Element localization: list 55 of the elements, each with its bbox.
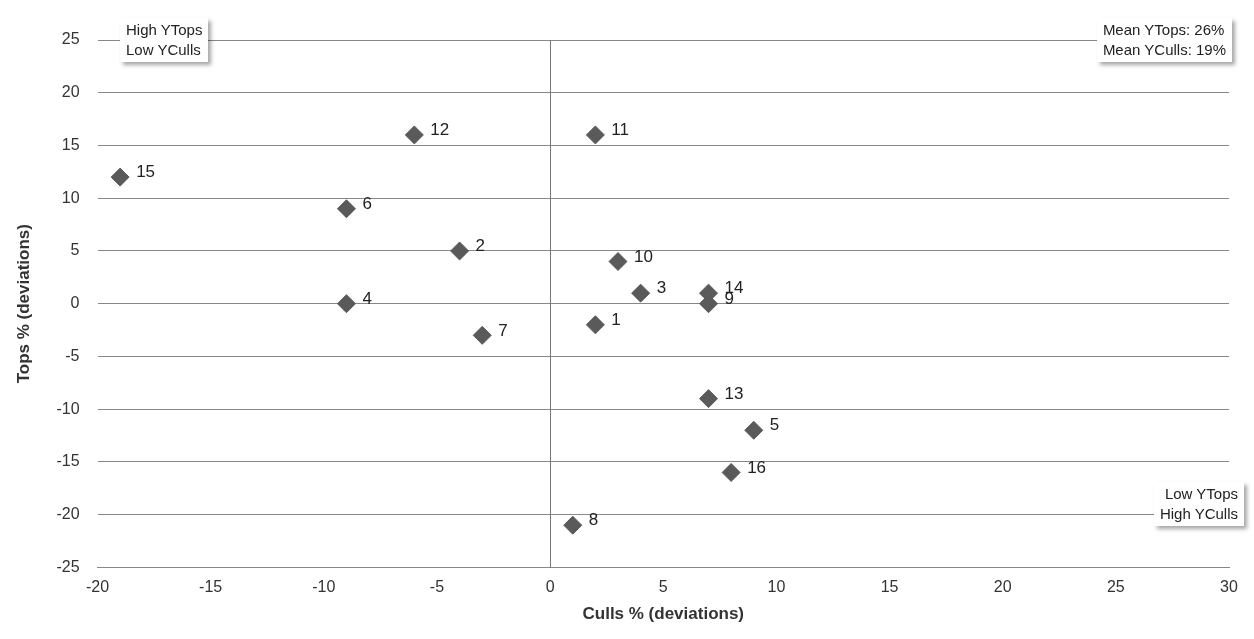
x-tick-label: 20: [993, 578, 1012, 596]
point: [336, 199, 356, 219]
point: [721, 462, 741, 482]
x-tick-label: -15: [199, 578, 223, 596]
y-tick-label: 20: [61, 83, 80, 101]
annotation: 15: [136, 162, 156, 182]
annotation: 10: [634, 246, 653, 266]
y-tick-label: 25: [61, 30, 80, 48]
annotation: 11: [611, 120, 630, 140]
annotation: 7: [498, 320, 508, 340]
y-tick-label: -20: [56, 505, 80, 523]
annotation: 3: [656, 278, 667, 298]
point: [585, 315, 605, 335]
annotation: 6: [362, 193, 372, 213]
annotation: 8: [588, 510, 599, 530]
point: [563, 515, 583, 535]
annotation: 12: [430, 120, 450, 140]
y-tick-label: 15: [61, 135, 80, 153]
point: [699, 389, 719, 409]
annotation: High YTops Low YCulls: [120, 18, 209, 62]
y-tick-label: 0: [70, 294, 80, 312]
annotation: 1: [611, 309, 621, 329]
y-tick-label: -15: [56, 452, 80, 470]
x-tick-label: 0: [545, 578, 555, 596]
x-tick-label: 5: [658, 578, 668, 596]
point: [608, 252, 628, 272]
annotation: 13: [724, 383, 744, 403]
x-axis-title: Culls % (deviations): [582, 604, 745, 624]
y-tick-label: -25: [56, 557, 80, 575]
annotation: 5: [769, 415, 780, 435]
y-tick-label: 5: [70, 241, 80, 259]
y-tick-label: -10: [56, 399, 80, 417]
y-axis-title: Tops % (deviations): [13, 224, 33, 384]
x-tick-label: -20: [85, 578, 110, 596]
point: [585, 125, 605, 145]
point: [404, 125, 424, 145]
point: [110, 167, 130, 187]
x-tick-label: -10: [312, 578, 336, 596]
x-tick-label: 25: [1106, 578, 1125, 596]
point: [472, 325, 492, 345]
point: [336, 294, 356, 314]
point: [631, 283, 651, 303]
annotation: Mean YTops: 26% Mean YCulls: 19%: [1096, 18, 1232, 62]
x-tick-label: 15: [880, 578, 899, 596]
point: [450, 241, 470, 261]
x-tick-label: -5: [429, 578, 445, 596]
point: [744, 420, 764, 440]
x-tick-label: 10: [767, 578, 786, 596]
annotation: 16: [747, 457, 767, 477]
annotation: 4: [362, 288, 372, 308]
annotation: Low YTops High YCulls: [1153, 482, 1244, 526]
y-tick-label: -5: [65, 346, 80, 364]
x-tick-label: 30: [1220, 578, 1238, 596]
annotation: 2: [475, 236, 486, 256]
y-tick-label: 10: [61, 188, 80, 206]
